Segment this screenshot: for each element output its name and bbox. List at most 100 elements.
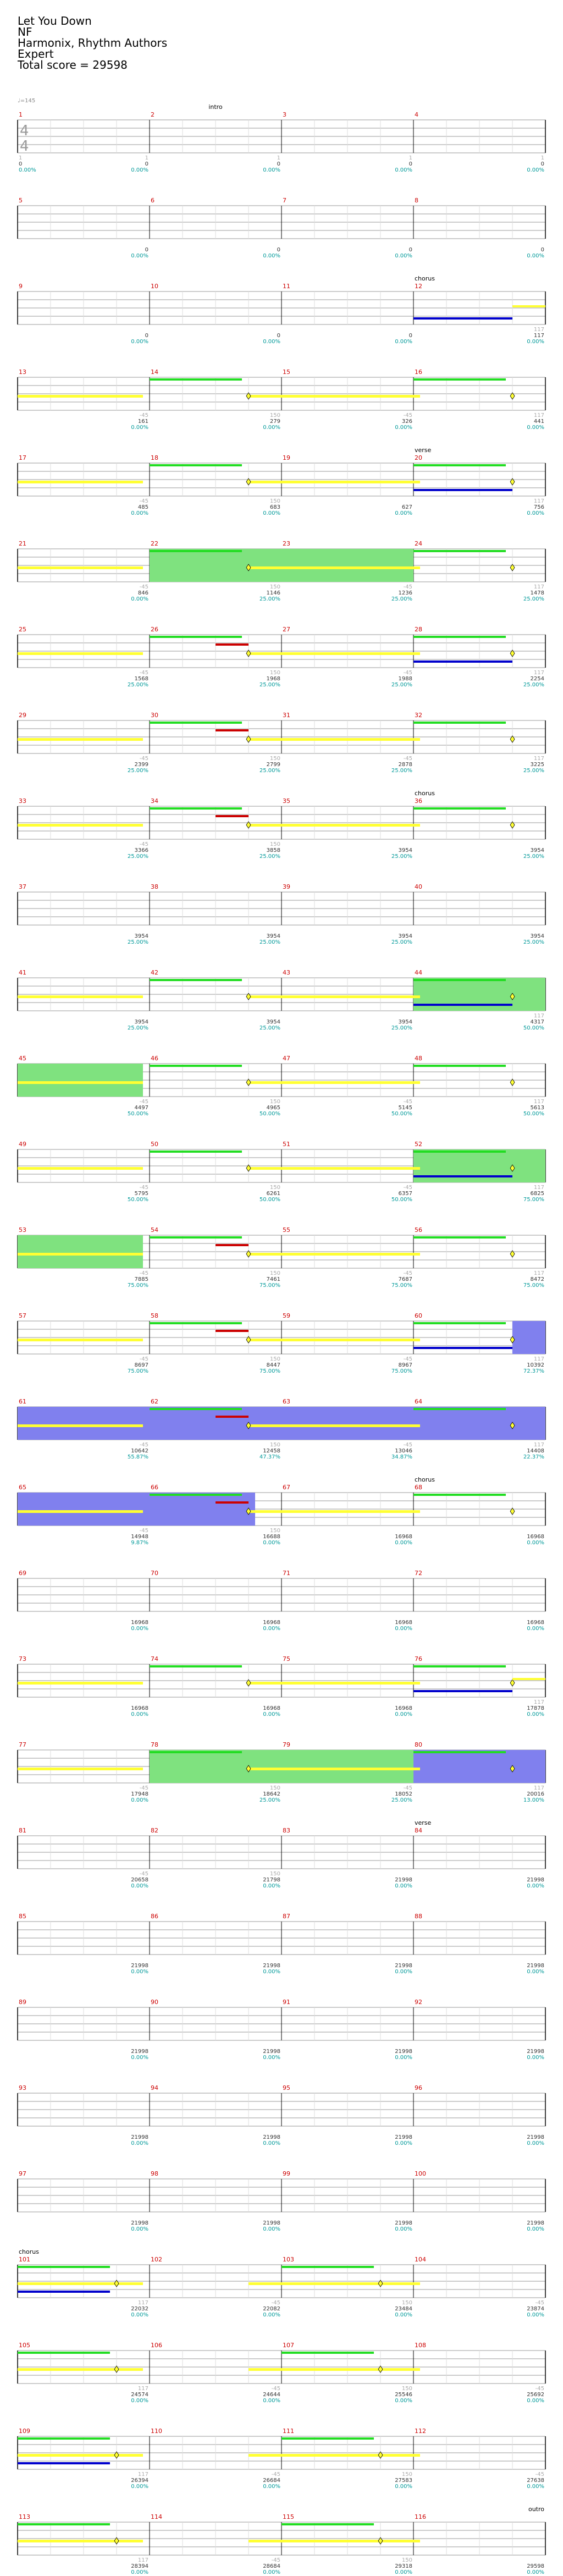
phrase-bar-green — [18, 2523, 110, 2525]
measure-percent: 0.00% — [527, 339, 544, 345]
song-difficulty: Expert — [18, 47, 54, 60]
measure-percent: 25.00% — [260, 1025, 280, 1031]
phrase-bar-blue — [18, 2291, 110, 2293]
measure-number: 25 — [19, 626, 26, 633]
measure-percent: 0.00% — [263, 2484, 280, 2490]
measure-score: 0 — [145, 333, 148, 339]
phrase-bar-yellow — [249, 566, 420, 569]
measure-percent: 0.00% — [263, 1969, 280, 1975]
phrase-bar-yellow — [249, 1167, 420, 1170]
measure-number: 44 — [415, 969, 422, 976]
measure-percent: 25.00% — [128, 768, 148, 774]
measure-score: 5795 — [135, 1191, 148, 1197]
measure-score: 21998 — [263, 1963, 280, 1969]
measure-number: 82 — [151, 1827, 158, 1834]
phrase-bar-yellow — [18, 2540, 143, 2542]
measure-percent: 0.00% — [19, 167, 36, 173]
measure-percent: 0.00% — [395, 2569, 412, 2575]
measure-score: 3954 — [135, 1019, 148, 1025]
measure-number: 15 — [283, 368, 290, 376]
phrase-bar-yellow — [512, 305, 545, 307]
measure-score: 21998 — [131, 2134, 148, 2140]
measure-percent: 0.00% — [395, 2312, 412, 2318]
measure-score: 25692 — [527, 2392, 544, 2398]
measure-number: 62 — [151, 1398, 158, 1405]
measure-score: 21998 — [527, 1877, 544, 1883]
measure-delta: -45 — [272, 2300, 280, 2306]
measure-score: 21998 — [395, 2049, 412, 2055]
measure-percent: 75.00% — [128, 1368, 148, 1374]
measure-number: 63 — [283, 1398, 290, 1405]
measure-score: 16688 — [263, 1534, 280, 1540]
measure-score: 1146 — [267, 590, 280, 596]
measure-percent: 0.00% — [263, 1883, 280, 1889]
time-signature-top: 4 — [20, 123, 29, 139]
measure-percent: 0.00% — [527, 1969, 544, 1975]
measure-score: 279 — [270, 419, 280, 425]
phrase-bar-yellow — [18, 1682, 143, 1685]
measure-score: 16968 — [131, 1620, 148, 1626]
measure-delta: 150 — [270, 1871, 280, 1877]
song-header: Let You Down NF Harmonix, Rhythm Authors… — [18, 15, 167, 70]
measure-score: 16968 — [527, 1534, 544, 1540]
measure-percent: 0.00% — [527, 510, 544, 516]
note-marker — [510, 1507, 515, 1515]
overdrive-region — [18, 1407, 545, 1440]
measure-number: 29 — [19, 712, 26, 719]
phrase-bar-blue — [413, 1175, 512, 1177]
measure-percent: 0.00% — [263, 1540, 280, 1546]
note-marker — [510, 735, 515, 743]
measure-score: 16968 — [395, 1620, 412, 1626]
phrase-bar-green — [413, 807, 506, 810]
measure-score: 21998 — [527, 2134, 544, 2140]
measure-percent: 50.00% — [391, 1197, 412, 1203]
phrase-bar-green — [18, 2352, 110, 2354]
measure-percent: 0.00% — [263, 510, 280, 516]
measure-score: 6261 — [267, 1191, 280, 1197]
note-marker — [510, 821, 515, 829]
measure-delta: 1 — [409, 155, 412, 161]
measure-percent: 0.00% — [131, 2484, 148, 2490]
measure-delta: -45 — [404, 1442, 412, 1448]
measure-number: 85 — [19, 1913, 26, 1920]
measure-score: 3366 — [135, 847, 148, 854]
measure-delta: -45 — [536, 2386, 544, 2392]
measure-delta: 150 — [270, 1356, 280, 1362]
measure-number: 12 — [415, 283, 422, 290]
measure-percent: 22.37% — [523, 1454, 544, 1460]
measure-delta: -45 — [140, 1185, 148, 1191]
measure-score: 1478 — [531, 590, 544, 596]
measure-delta: 117 — [534, 1270, 544, 1276]
measure-score: 8697 — [135, 1362, 148, 1368]
measure-score: 21998 — [263, 2134, 280, 2140]
measure-delta: -45 — [404, 1185, 412, 1191]
measure-score: 24574 — [131, 2392, 148, 2398]
measure-score: 3954 — [399, 933, 412, 939]
song-charter: Harmonix, Rhythm Authors — [18, 36, 168, 49]
measure-percent: 0.00% — [395, 167, 412, 173]
measure-number: 74 — [151, 1655, 158, 1663]
measure-score: 2254 — [531, 676, 544, 682]
measure-number: 27 — [283, 626, 290, 633]
note-marker — [246, 392, 251, 400]
phrase-bar-green — [413, 378, 506, 381]
measure-number: 112 — [415, 2428, 426, 2435]
measure-score: 0 — [409, 161, 412, 167]
phrase-bar-green — [150, 1065, 242, 1067]
measure-score: 27583 — [395, 2478, 412, 2484]
measure-score: 20658 — [131, 1877, 148, 1883]
measure-percent: 75.00% — [523, 1197, 544, 1203]
measure-number: 45 — [19, 1055, 26, 1062]
measure-percent: 0.00% — [263, 1711, 280, 1718]
measure-number: 37 — [19, 883, 26, 890]
measure-score: 26684 — [263, 2478, 280, 2484]
phrase-bar-green — [150, 636, 242, 638]
measure-percent: 25.00% — [260, 682, 280, 688]
measure-number: 61 — [19, 1398, 26, 1405]
measure-percent: 25.00% — [523, 939, 544, 945]
measure-score: 0 — [409, 247, 412, 253]
measure-percent: 0.00% — [131, 253, 148, 259]
overdrive-region — [150, 1750, 413, 1783]
measure-percent: 0.00% — [131, 2055, 148, 2061]
measure-score: 1988 — [399, 676, 412, 682]
